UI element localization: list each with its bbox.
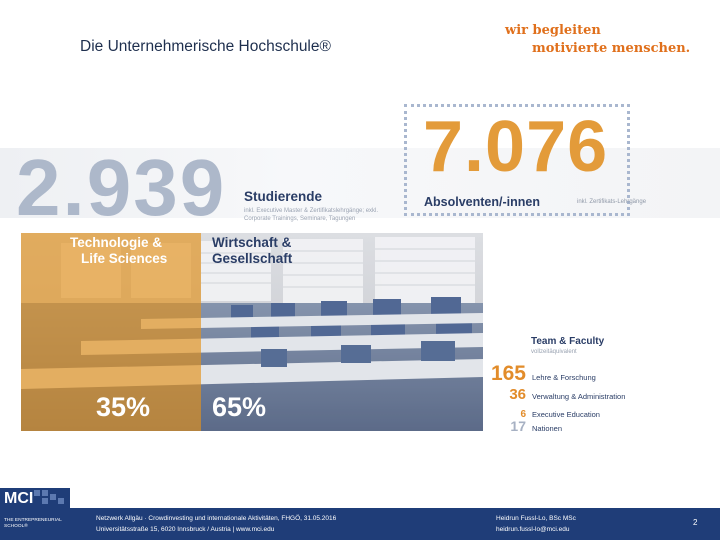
technology-line-1: Technologie &: [70, 235, 163, 250]
team-row: 6 Executive Education: [486, 404, 600, 422]
logo-squares-icon: [0, 488, 70, 540]
team-row-label: Nationen: [532, 424, 563, 433]
department-technology-label: Technologie & Life Sciences: [70, 235, 167, 267]
team-row: 165 Lehre & Forschung: [486, 362, 596, 386]
team-row-label: Executive Education: [532, 410, 600, 419]
team-row-number: 6: [520, 409, 526, 420]
students-number: 2.939: [16, 143, 227, 232]
team-row: 17 Nationen: [486, 418, 562, 436]
department-business-label: Wirtschaft & Gesellschaft: [212, 235, 292, 267]
graduates-number: 7.076: [423, 107, 609, 187]
team-row-number: 17: [510, 418, 526, 434]
team-row-label: Verwaltung & Administration: [532, 392, 626, 401]
page-number: 2: [693, 518, 698, 527]
slide-title: Die Unternehmerische Hochschule®: [80, 38, 331, 55]
team-subtitle: vollzeitäquivalent: [531, 349, 577, 355]
classroom-photo: [21, 233, 483, 431]
footer-event-info: Netzwerk Allgäu · Crowdinvesting und int…: [96, 513, 336, 535]
technology-line-2: Life Sciences: [81, 251, 168, 266]
logo-tagline: THE ENTREPRENEURIAL SCHOOL®: [4, 518, 62, 529]
team-row-number: 165: [490, 362, 526, 385]
footer-contact-email: heidrun.fussl-lo@mci.edu: [496, 526, 570, 533]
business-share: 65%: [212, 392, 267, 422]
classroom-illustration: [21, 233, 483, 431]
business-line-1: Wirtschaft &: [212, 235, 292, 250]
graduates-note: inkl. Zertifikats-Lehrgänge: [577, 199, 647, 205]
footer-bar: [0, 508, 720, 540]
footer-contact-name: Heidrun Fussl-Lo, BSc MSc: [496, 515, 576, 522]
footer-contact: Heidrun Fussl-Lo, BSc MSc heidrun.fussl-…: [496, 513, 576, 535]
team-row: 36 Verwaltung & Administration: [486, 386, 625, 404]
graduates-frame: [404, 104, 630, 216]
team-row-number: 36: [509, 386, 526, 403]
background-band: [0, 148, 720, 218]
students-note: inkl. Executive Master & Zertifikatslehr…: [244, 208, 379, 222]
slogan-line-1: wir begleiten: [505, 23, 601, 38]
students-label: Studierende: [244, 189, 323, 204]
logo-wordmark: MCI: [4, 490, 34, 507]
team-title: Team & Faculty: [531, 336, 605, 347]
footer-address-line: Universitätsstraße 15, 6020 Innsbruck / …: [96, 526, 275, 533]
slogan-line-2: motivierte menschen.: [532, 41, 691, 56]
slogan: wir begleiten motivierte menschen.: [505, 22, 690, 58]
graduates-label: Absolventen/-innen: [424, 195, 540, 209]
business-line-2: Gesellschaft: [212, 251, 293, 266]
technology-share: 35%: [96, 392, 151, 422]
footer-event-line: Netzwerk Allgäu · Crowdinvesting und int…: [96, 515, 337, 522]
mci-logo: [0, 488, 70, 540]
team-row-label: Lehre & Forschung: [532, 373, 596, 382]
